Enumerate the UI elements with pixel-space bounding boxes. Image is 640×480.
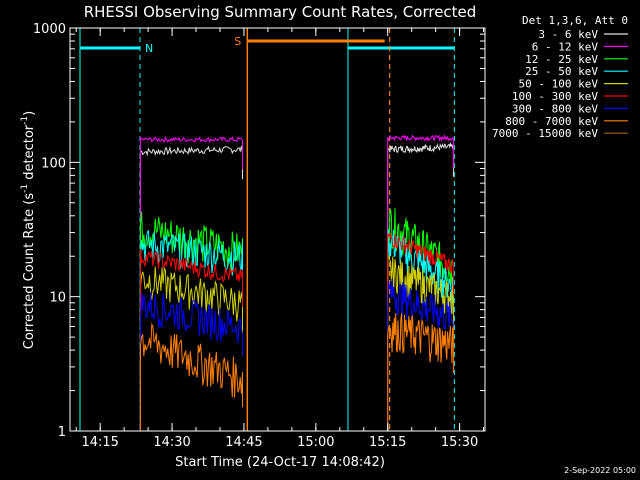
x-tick-label: 15:15 xyxy=(369,435,406,450)
legend-entry-label: 3 - 6 keV xyxy=(538,28,598,41)
y-tick-label: 100 xyxy=(41,156,66,171)
saa-flag-label: S xyxy=(234,35,241,48)
y-tick-label: 1 xyxy=(58,425,66,440)
x-tick-label: 14:15 xyxy=(81,435,118,450)
series-line xyxy=(139,135,243,431)
y-axis-label: Corrected Count Rate (s-1 detector-1) xyxy=(20,111,37,349)
series-line xyxy=(387,134,454,431)
y-tick-label: 10 xyxy=(49,291,66,306)
night-flag-label: N xyxy=(145,42,153,55)
x-tick-label: 14:30 xyxy=(153,435,190,450)
legend-entry-label: 100 - 300 keV xyxy=(512,90,598,103)
y-tick-label: 1000 xyxy=(33,22,66,37)
plot-frame xyxy=(69,27,486,432)
series-line xyxy=(387,141,454,431)
legend-entry-label: 300 - 800 keV xyxy=(512,102,598,115)
series-line xyxy=(139,248,243,431)
x-tick-label: 15:30 xyxy=(441,435,478,450)
legend-entry-label: 7000 - 15000 keV xyxy=(492,127,598,140)
series-line xyxy=(139,266,243,431)
series-line xyxy=(139,292,243,431)
x-tick-label: 14:45 xyxy=(225,435,262,450)
series-line xyxy=(387,313,454,431)
plot-area: NS xyxy=(79,28,455,431)
chart-title: RHESSI Observing Summary Count Rates, Co… xyxy=(84,3,477,21)
series-line xyxy=(387,278,454,431)
x-axis-label: Start Time (24-Oct-17 14:08:42) xyxy=(175,455,385,470)
legend-header: Det 1,3,6, Att 0 xyxy=(522,14,628,27)
series-line xyxy=(387,232,454,431)
legend-entry-label: 6 - 12 keV xyxy=(532,40,599,53)
legend-entry-label: 800 - 7000 keV xyxy=(505,115,598,128)
legend-entry-label: 12 - 25 keV xyxy=(525,53,598,66)
x-tick-label: 15:00 xyxy=(297,435,334,450)
y-axis: 1 10 100 1000 xyxy=(33,22,485,440)
legend-entry-label: 50 - 100 keV xyxy=(519,78,599,91)
x-axis: 14:15 14:30 14:45 15:00 15:15 15:30 xyxy=(75,28,485,450)
series-line xyxy=(139,145,243,431)
series-line xyxy=(139,322,243,431)
footer-date: 2-Sep-2022 05:00 xyxy=(564,466,636,475)
legend-entry-label: 25 - 50 keV xyxy=(525,65,598,78)
